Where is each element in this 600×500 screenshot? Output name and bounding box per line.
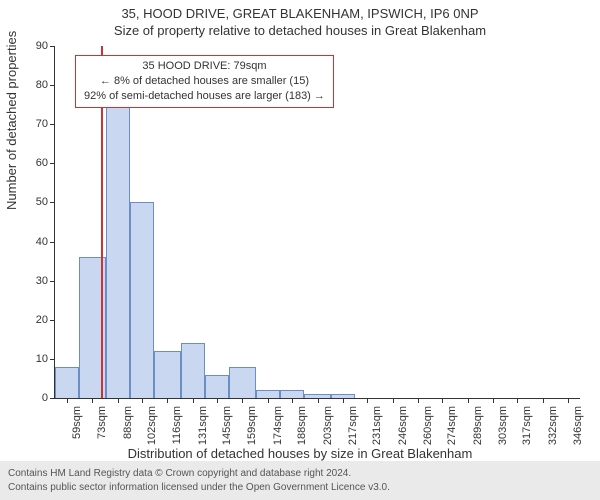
x-tick-label: 332sqm xyxy=(547,406,559,445)
x-tick-mark xyxy=(543,398,544,403)
y-tick-label: 50 xyxy=(36,196,48,208)
y-axis-line xyxy=(54,46,55,398)
x-tick-label: 217sqm xyxy=(347,406,359,445)
x-axis-label: Distribution of detached houses by size … xyxy=(0,446,600,461)
x-tick-mark xyxy=(343,398,344,403)
y-tick-label: 70 xyxy=(36,118,48,130)
x-tick-mark xyxy=(442,398,443,403)
footer-line-1: Contains HM Land Registry data © Crown c… xyxy=(8,467,592,481)
y-tick-mark xyxy=(50,85,55,86)
y-tick-label: 80 xyxy=(36,79,48,91)
x-tick-mark xyxy=(67,398,68,403)
x-tick-label: 116sqm xyxy=(171,406,183,444)
x-tick-label: 102sqm xyxy=(146,406,158,445)
footer-attribution: Contains HM Land Registry data © Crown c… xyxy=(0,461,600,500)
x-tick-label: 303sqm xyxy=(497,406,509,445)
y-tick-mark xyxy=(50,163,55,164)
x-tick-label: 246sqm xyxy=(397,406,409,445)
y-tick-label: 20 xyxy=(36,314,48,326)
y-tick-label: 40 xyxy=(36,236,48,248)
x-tick-mark xyxy=(92,398,93,403)
x-tick-mark xyxy=(468,398,469,403)
x-tick-label: 346sqm xyxy=(572,406,584,445)
legend-line2: ← 8% of detached houses are smaller (15) xyxy=(84,74,325,89)
x-tick-label: 131sqm xyxy=(197,406,209,445)
y-tick-mark xyxy=(50,124,55,125)
y-tick-label: 10 xyxy=(36,353,48,365)
y-tick-mark xyxy=(50,202,55,203)
x-tick-label: 274sqm xyxy=(446,406,458,445)
x-tick-mark xyxy=(118,398,119,403)
histogram-bar xyxy=(55,367,79,398)
legend-annotation: 35 HOOD DRIVE: 79sqm← 8% of detached hou… xyxy=(75,55,334,108)
histogram-bar xyxy=(181,343,205,398)
x-tick-mark xyxy=(393,398,394,403)
y-tick-mark xyxy=(50,320,55,321)
y-tick-mark xyxy=(50,398,55,399)
y-tick-label: 0 xyxy=(42,392,48,404)
x-tick-label: 59sqm xyxy=(71,406,83,439)
x-tick-mark xyxy=(568,398,569,403)
x-tick-label: 231sqm xyxy=(371,406,383,445)
chart-title-main: 35, HOOD DRIVE, GREAT BLAKENHAM, IPSWICH… xyxy=(0,0,600,21)
x-tick-label: 73sqm xyxy=(96,406,108,439)
x-tick-mark xyxy=(242,398,243,403)
x-tick-mark xyxy=(142,398,143,403)
x-tick-label: 159sqm xyxy=(246,406,258,445)
x-tick-mark xyxy=(418,398,419,403)
histogram-bar xyxy=(205,375,229,398)
histogram-bar xyxy=(304,394,330,398)
y-tick-label: 60 xyxy=(36,157,48,169)
x-tick-label: 260sqm xyxy=(422,406,434,445)
x-tick-mark xyxy=(167,398,168,403)
histogram-bar xyxy=(256,390,280,398)
chart-title-sub: Size of property relative to detached ho… xyxy=(0,21,600,38)
histogram-bar xyxy=(154,351,180,398)
histogram-bar xyxy=(280,390,304,398)
histogram-bar xyxy=(106,58,130,398)
x-tick-label: 203sqm xyxy=(322,406,334,445)
x-tick-mark xyxy=(217,398,218,403)
y-tick-mark xyxy=(50,46,55,47)
x-tick-mark xyxy=(367,398,368,403)
x-tick-mark xyxy=(318,398,319,403)
x-tick-mark xyxy=(268,398,269,403)
y-tick-mark xyxy=(50,359,55,360)
x-tick-mark xyxy=(517,398,518,403)
histogram-bar xyxy=(130,202,154,398)
histogram-bar xyxy=(331,394,355,398)
x-tick-mark xyxy=(292,398,293,403)
footer-line-2: Contains public sector information licen… xyxy=(8,481,592,495)
y-tick-label: 90 xyxy=(36,40,48,52)
x-tick-label: 145sqm xyxy=(221,406,233,445)
y-axis-label: Number of detached properties xyxy=(4,31,19,210)
x-tick-label: 188sqm xyxy=(296,406,308,445)
x-tick-label: 88sqm xyxy=(122,406,134,439)
histogram-bar xyxy=(229,367,255,398)
x-tick-label: 317sqm xyxy=(521,406,533,445)
y-tick-label: 30 xyxy=(36,275,48,287)
x-tick-mark xyxy=(493,398,494,403)
x-tick-label: 174sqm xyxy=(272,406,284,445)
y-tick-mark xyxy=(50,242,55,243)
legend-line3: 92% of semi-detached houses are larger (… xyxy=(84,89,325,104)
x-tick-label: 289sqm xyxy=(472,406,484,445)
legend-line1: 35 HOOD DRIVE: 79sqm xyxy=(84,59,325,74)
x-tick-mark xyxy=(193,398,194,403)
y-tick-mark xyxy=(50,281,55,282)
